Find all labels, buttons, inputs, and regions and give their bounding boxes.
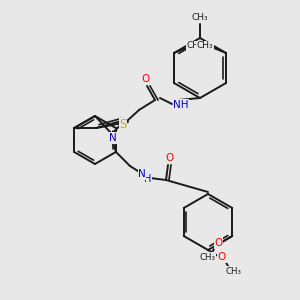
Text: CH₃: CH₃ <box>197 41 213 50</box>
Text: O: O <box>166 153 174 163</box>
Text: N: N <box>138 169 146 179</box>
Text: CH₃: CH₃ <box>187 41 203 50</box>
Text: CH₃: CH₃ <box>199 253 215 262</box>
Text: S: S <box>119 118 127 131</box>
Text: NH: NH <box>173 100 189 110</box>
Text: O: O <box>142 74 150 84</box>
Text: O: O <box>214 238 222 248</box>
Text: H: H <box>144 174 152 184</box>
Text: CH₃: CH₃ <box>225 266 241 275</box>
Text: O: O <box>218 252 226 262</box>
Text: N: N <box>109 133 117 143</box>
Text: CH₃: CH₃ <box>192 14 208 22</box>
